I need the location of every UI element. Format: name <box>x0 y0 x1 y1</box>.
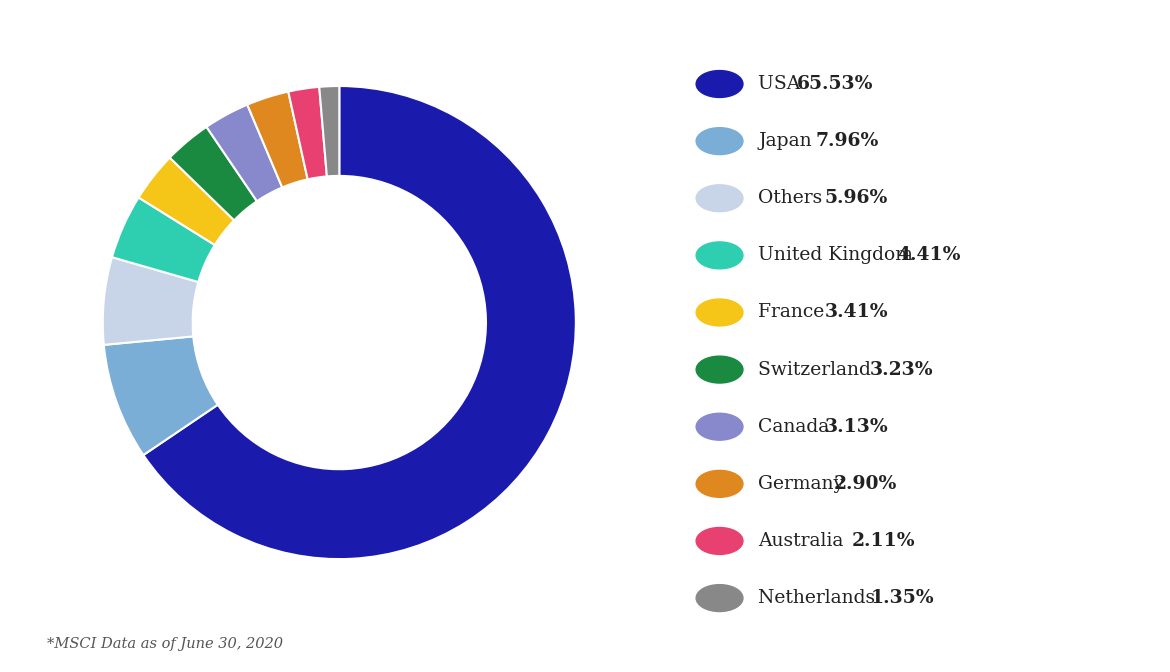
Wedge shape <box>138 158 234 245</box>
Text: Others: Others <box>758 190 834 207</box>
Text: 7.96%: 7.96% <box>815 132 879 150</box>
Text: Switzerland: Switzerland <box>758 361 883 378</box>
Text: 1.35%: 1.35% <box>870 589 934 607</box>
Text: Australia: Australia <box>758 532 855 550</box>
Wedge shape <box>247 91 308 187</box>
Text: Netherlands: Netherlands <box>758 589 887 607</box>
Wedge shape <box>144 86 576 559</box>
Wedge shape <box>170 127 257 220</box>
Text: Canada: Canada <box>758 418 841 435</box>
Wedge shape <box>206 105 282 201</box>
Text: 3.41%: 3.41% <box>825 304 888 321</box>
Wedge shape <box>319 86 339 177</box>
Text: 2.11%: 2.11% <box>852 532 916 550</box>
Text: 2.90%: 2.90% <box>834 475 897 493</box>
Wedge shape <box>112 198 215 282</box>
Text: 5.96%: 5.96% <box>825 190 888 207</box>
Text: 4.41%: 4.41% <box>897 247 961 264</box>
Text: *MSCI Data as of June 30, 2020: *MSCI Data as of June 30, 2020 <box>47 638 283 651</box>
Wedge shape <box>104 337 218 455</box>
Text: United Kingdom: United Kingdom <box>758 247 925 264</box>
Text: Japan: Japan <box>758 132 824 150</box>
Text: 3.23%: 3.23% <box>870 361 934 378</box>
Text: France: France <box>758 304 837 321</box>
Text: 65.53%: 65.53% <box>797 75 874 93</box>
Wedge shape <box>103 257 199 345</box>
Text: Germany: Germany <box>758 475 856 493</box>
Text: 3.13%: 3.13% <box>825 418 888 435</box>
Wedge shape <box>288 87 326 179</box>
Text: USA: USA <box>758 75 812 93</box>
